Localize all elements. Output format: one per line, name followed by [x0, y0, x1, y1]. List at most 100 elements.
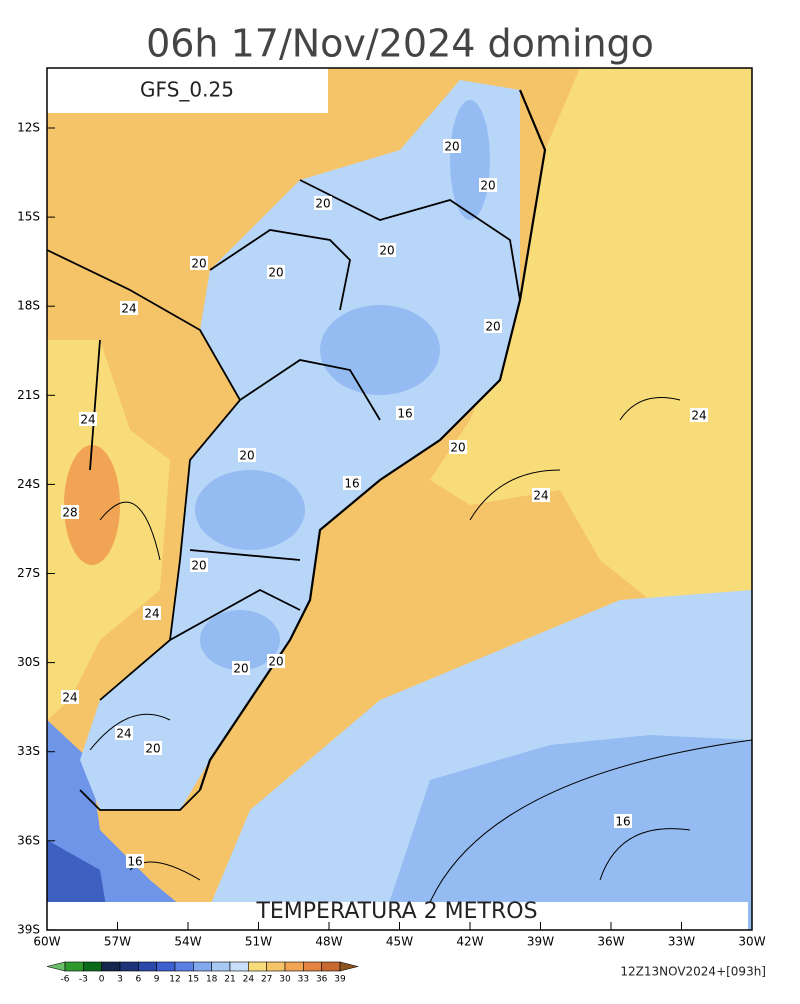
contour-label-box	[190, 558, 208, 572]
contour-label-box	[267, 265, 285, 279]
colorbar-label: 27	[261, 975, 272, 985]
contour-label-box	[120, 301, 138, 315]
map-area: GFS_0.25 TEMPERATURA 2 METROS	[46, 67, 753, 931]
colorbar-segment	[64, 961, 84, 972]
contour-label: 24	[121, 302, 136, 316]
lat-label: 27S	[17, 566, 40, 580]
colorbar-label: -6	[61, 975, 70, 985]
contour-label: 28	[62, 506, 77, 520]
colorbar-segment	[193, 961, 212, 972]
contour-label-box	[144, 741, 162, 755]
colorbar-segment	[303, 961, 322, 972]
lon-label: 57W	[104, 935, 131, 949]
colorbar-segment	[138, 961, 157, 972]
contour-label: 20	[480, 179, 495, 193]
lat-label: 33S	[17, 744, 40, 758]
contour-label: 24	[691, 409, 706, 423]
contour-label-box	[238, 448, 256, 462]
colorbar-segment	[248, 961, 267, 972]
contour-label-box	[115, 726, 133, 740]
colorbar: -6 -3 0 3 6 9 12 15 18 21 24 27 30 33 36 39	[46, 961, 359, 985]
contour-label: 20	[191, 559, 206, 573]
colorbar-label: -3	[79, 975, 88, 985]
model-label: GFS_0.25	[140, 78, 234, 102]
lat-label: 12S	[17, 121, 40, 135]
lon-label: 36W	[597, 935, 624, 949]
lat-label: 15S	[17, 210, 40, 224]
lat-label: 39S	[17, 922, 40, 936]
colorbar-label: 18	[206, 975, 218, 985]
colorbar-label: 21	[224, 975, 235, 985]
colorbar-label: 6	[135, 975, 141, 985]
lat-label: 21S	[17, 388, 40, 402]
contour-label: 20	[268, 266, 283, 280]
colorbar-segment	[284, 961, 304, 972]
contour-label-box	[378, 243, 396, 257]
colorbar-label: 3	[117, 975, 123, 985]
lat-label: 18S	[17, 299, 40, 313]
colorbar-segment	[174, 961, 194, 972]
contour-label-box	[143, 606, 161, 620]
contour-label: 24	[533, 489, 548, 503]
contour-label-box	[443, 139, 461, 153]
run-label: 12Z13NOV2024+[093h]	[620, 965, 766, 979]
colorbar-label: 33	[298, 975, 309, 985]
contour-label: 20	[239, 449, 254, 463]
contour-label-box	[267, 654, 285, 668]
lon-label: 45W	[386, 935, 413, 949]
lon-label: 30W	[738, 935, 765, 949]
lon-label: 48W	[315, 935, 342, 949]
contour-label: 24	[116, 727, 131, 741]
lat-label: 24S	[17, 477, 40, 491]
colorbar-segment	[83, 961, 102, 972]
colorbar-label: 36	[316, 975, 328, 985]
contour-label-box	[343, 476, 361, 490]
contour-label-box	[232, 661, 250, 675]
colorbar-arrow	[46, 961, 66, 972]
colorbar-label: 39	[334, 975, 346, 985]
contour-label-box	[61, 505, 79, 519]
contour-label-box	[126, 854, 144, 868]
contour-label: 20	[315, 197, 330, 211]
contour-label: 24	[80, 413, 95, 427]
colorbar-label: 15	[188, 975, 199, 985]
colorbar-segment	[119, 961, 139, 972]
lon-label: 60W	[33, 935, 60, 949]
colorbar-segment	[266, 961, 286, 972]
colorbar-arrow	[339, 961, 359, 972]
contour-label-box	[479, 178, 497, 192]
contour-label: 20	[450, 441, 465, 455]
contour-label: 20	[485, 320, 500, 334]
title: 06h 17/Nov/2024 domingo	[146, 22, 654, 66]
colorbar-segment	[229, 961, 249, 972]
contour-label-box	[190, 256, 208, 270]
contour-label: 20	[145, 742, 160, 756]
lat-label: 36S	[17, 833, 40, 847]
contour-label: 16	[397, 407, 412, 421]
contour-labels: 20 20 20 20 20 20 24 20 16 24 24 20 20 16 24 28 20 24 20 20…	[61, 139, 708, 869]
contour-label: 24	[144, 607, 159, 621]
colorbar-label: 0	[99, 975, 105, 985]
lon-label: 51W	[245, 935, 272, 949]
contour-label-box	[314, 196, 332, 210]
contour-label: 24	[62, 691, 77, 705]
contour-label: 16	[127, 855, 142, 869]
contour-label: 16	[344, 477, 359, 491]
variable-label: TEMPERATURA 2 METROS	[255, 899, 537, 924]
contour-label: 20	[233, 662, 248, 676]
lon-label: 33W	[668, 935, 695, 949]
colorbar-label: 24	[243, 975, 255, 985]
contour-label-box	[690, 408, 708, 422]
contour-label-box	[449, 440, 467, 454]
contour-label: 20	[268, 655, 283, 669]
contour-label-box	[396, 406, 414, 420]
colorbar-segment	[211, 961, 231, 972]
colorbar-label: 12	[169, 975, 180, 985]
contour-label-box	[532, 488, 550, 502]
contour-label: 16	[615, 815, 630, 829]
colorbar-segment	[156, 961, 176, 972]
colorbar-label: 9	[154, 975, 160, 985]
colorbar-segment	[321, 961, 341, 972]
